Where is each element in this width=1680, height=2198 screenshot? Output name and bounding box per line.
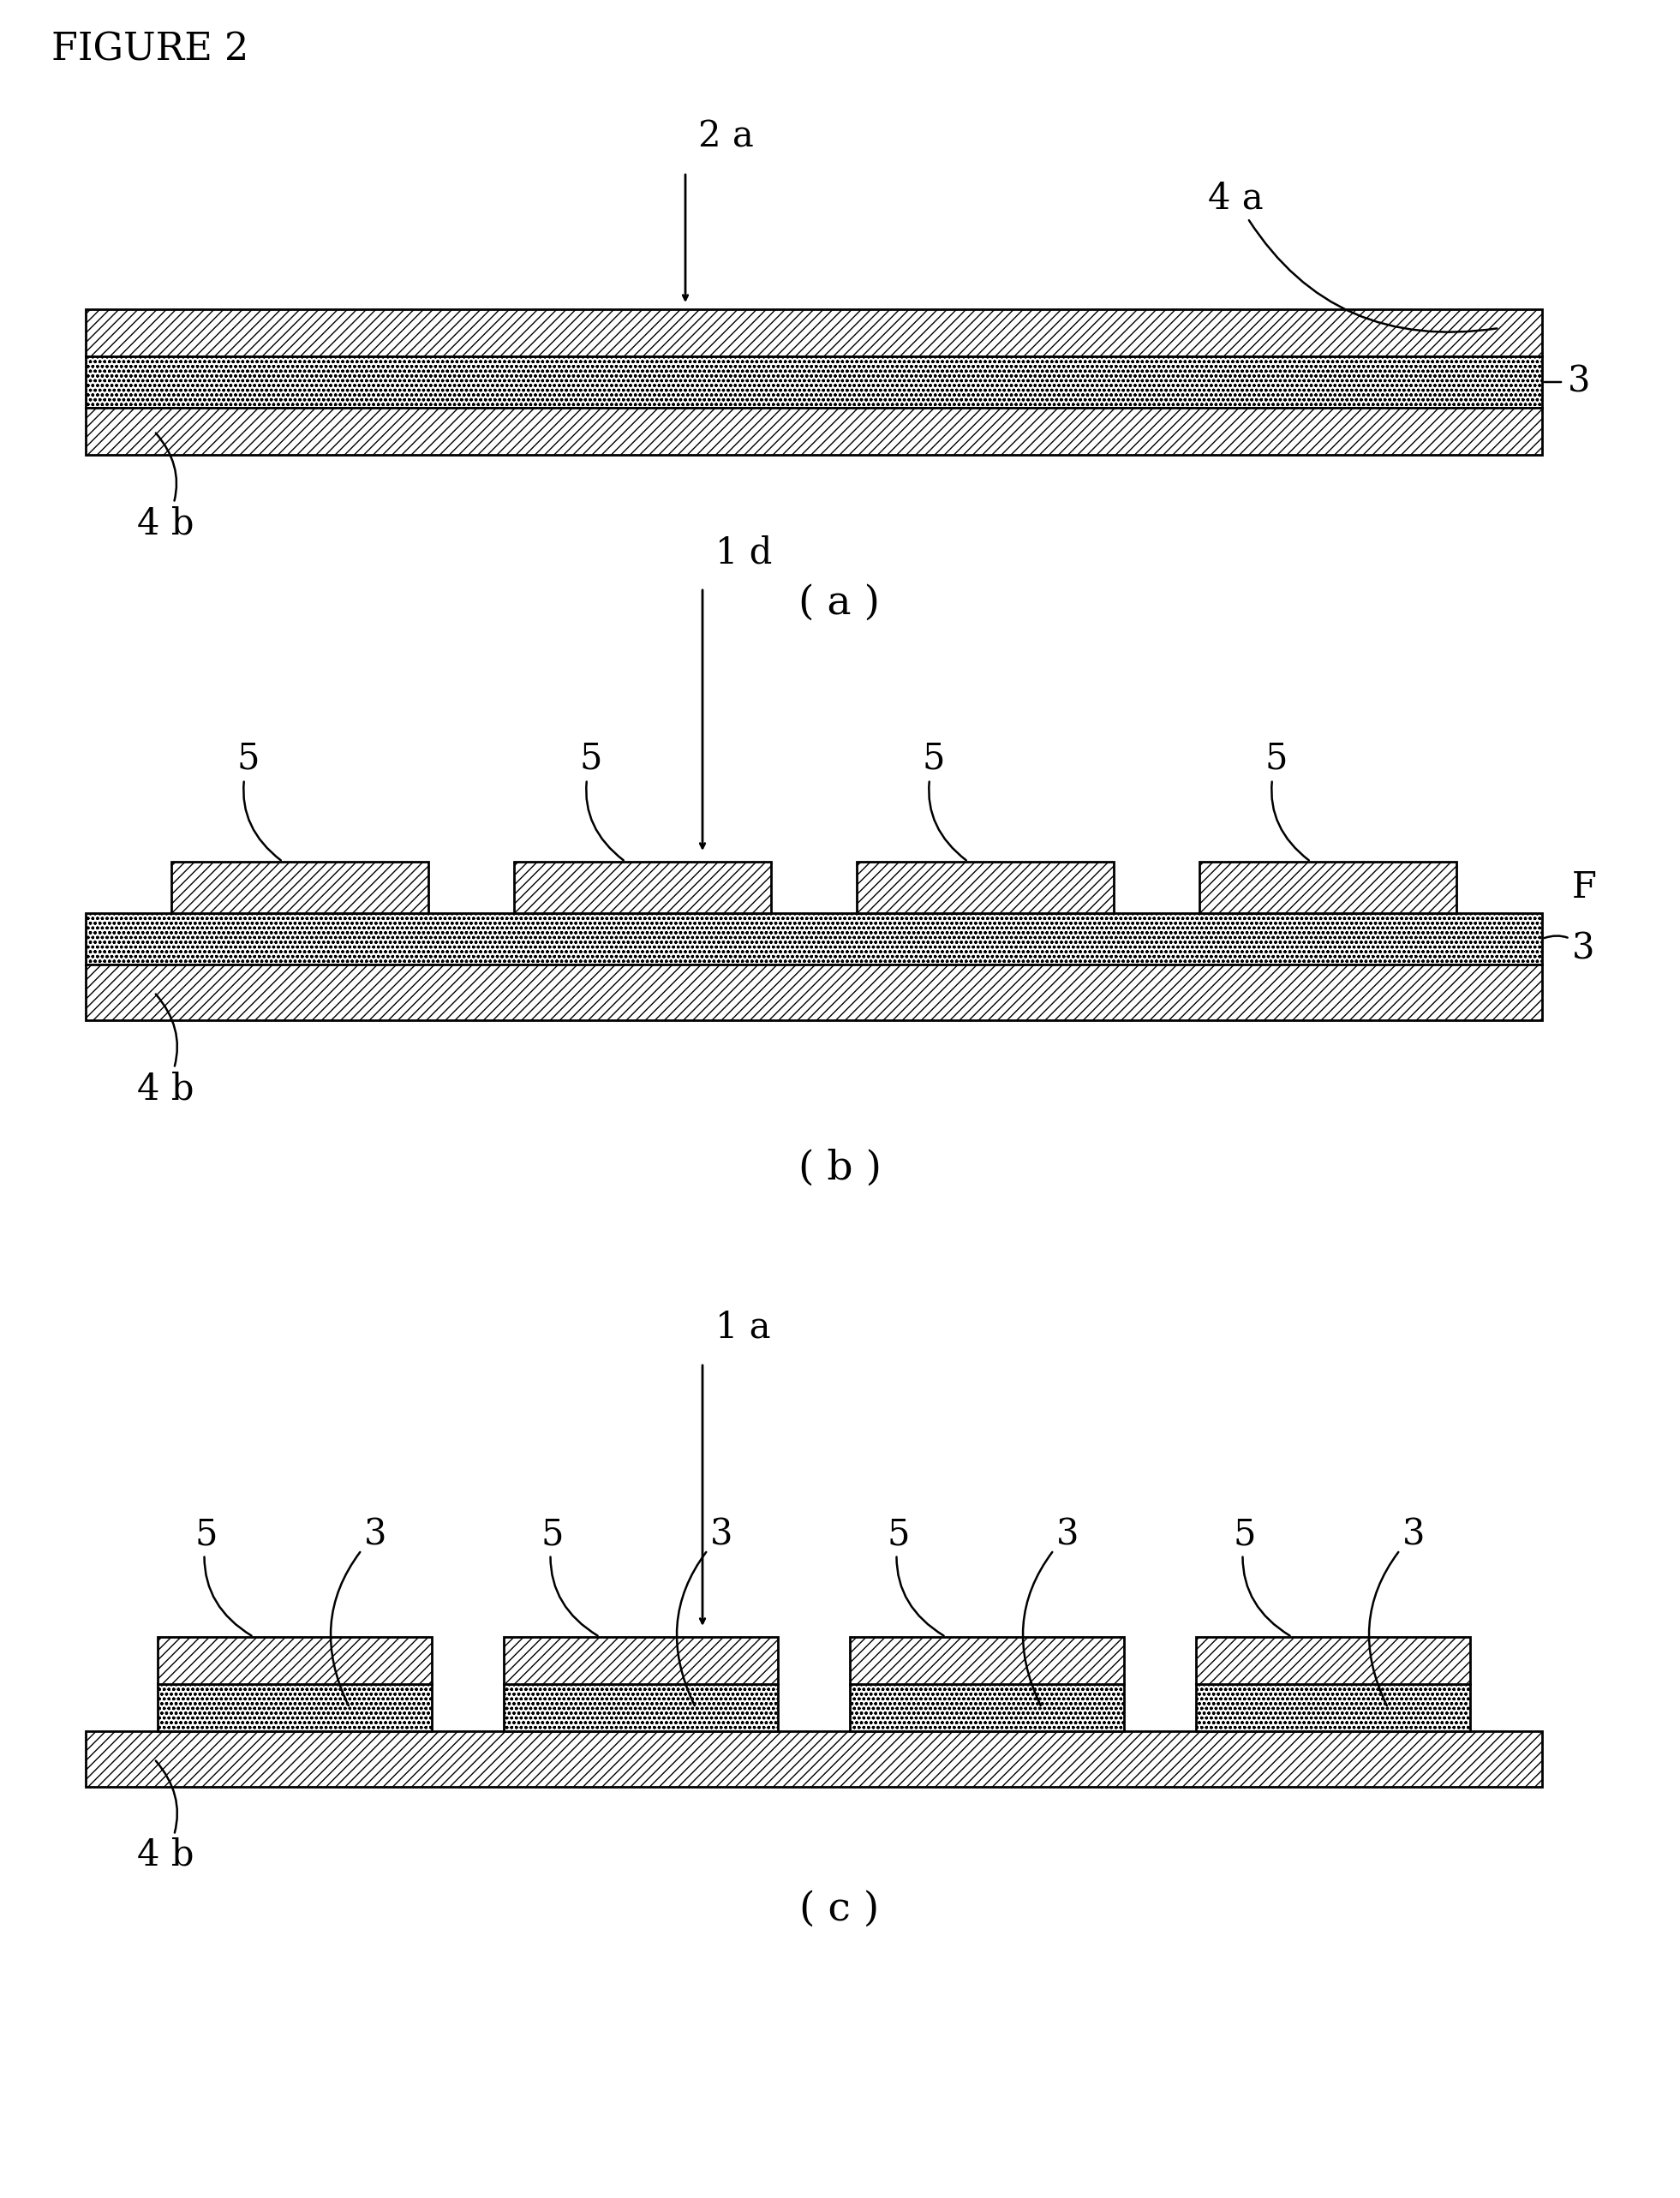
Bar: [86, 356, 1542, 409]
Bar: [850, 1684, 1124, 1732]
Text: 5: 5: [887, 1517, 944, 1635]
Text: 5: 5: [541, 1517, 598, 1635]
Text: 4 b: 4 b: [138, 993, 195, 1108]
Bar: [1196, 1684, 1470, 1732]
Text: 3: 3: [1567, 365, 1591, 400]
Text: 1 a: 1 a: [716, 1310, 771, 1345]
Text: 5: 5: [1233, 1517, 1290, 1635]
Bar: [1200, 862, 1457, 912]
Bar: [86, 912, 1542, 965]
Text: 2 a: 2 a: [699, 119, 754, 156]
Text: 5: 5: [237, 741, 281, 859]
Bar: [850, 1638, 1124, 1684]
Bar: [514, 862, 771, 912]
Text: 5: 5: [580, 741, 623, 859]
Bar: [86, 409, 1542, 455]
Text: 3: 3: [1369, 1517, 1425, 1706]
Text: 4 a: 4 a: [1208, 180, 1497, 332]
Text: ( a ): ( a ): [800, 582, 880, 622]
Text: 4 b: 4 b: [138, 433, 195, 541]
Text: ( c ): ( c ): [800, 1890, 880, 1928]
Bar: [171, 862, 428, 912]
Bar: [86, 965, 1542, 1020]
Bar: [857, 862, 1114, 912]
Text: 1 d: 1 d: [716, 534, 773, 571]
Bar: [504, 1684, 778, 1732]
Text: F: F: [1572, 870, 1596, 906]
Bar: [1196, 1638, 1470, 1684]
Text: 3: 3: [1023, 1517, 1079, 1706]
Bar: [86, 1732, 1542, 1787]
Text: 3: 3: [331, 1517, 386, 1706]
Text: 5: 5: [195, 1517, 252, 1635]
Bar: [158, 1684, 432, 1732]
Text: ( b ): ( b ): [798, 1150, 880, 1187]
Bar: [86, 310, 1542, 356]
Text: 3: 3: [677, 1517, 732, 1706]
Text: 4 b: 4 b: [138, 1761, 195, 1873]
Text: 5: 5: [1265, 741, 1309, 859]
Text: 3: 3: [1544, 932, 1594, 967]
Text: FIGURE 2: FIGURE 2: [52, 31, 249, 68]
Bar: [504, 1638, 778, 1684]
Bar: [158, 1638, 432, 1684]
Text: 5: 5: [922, 741, 966, 859]
